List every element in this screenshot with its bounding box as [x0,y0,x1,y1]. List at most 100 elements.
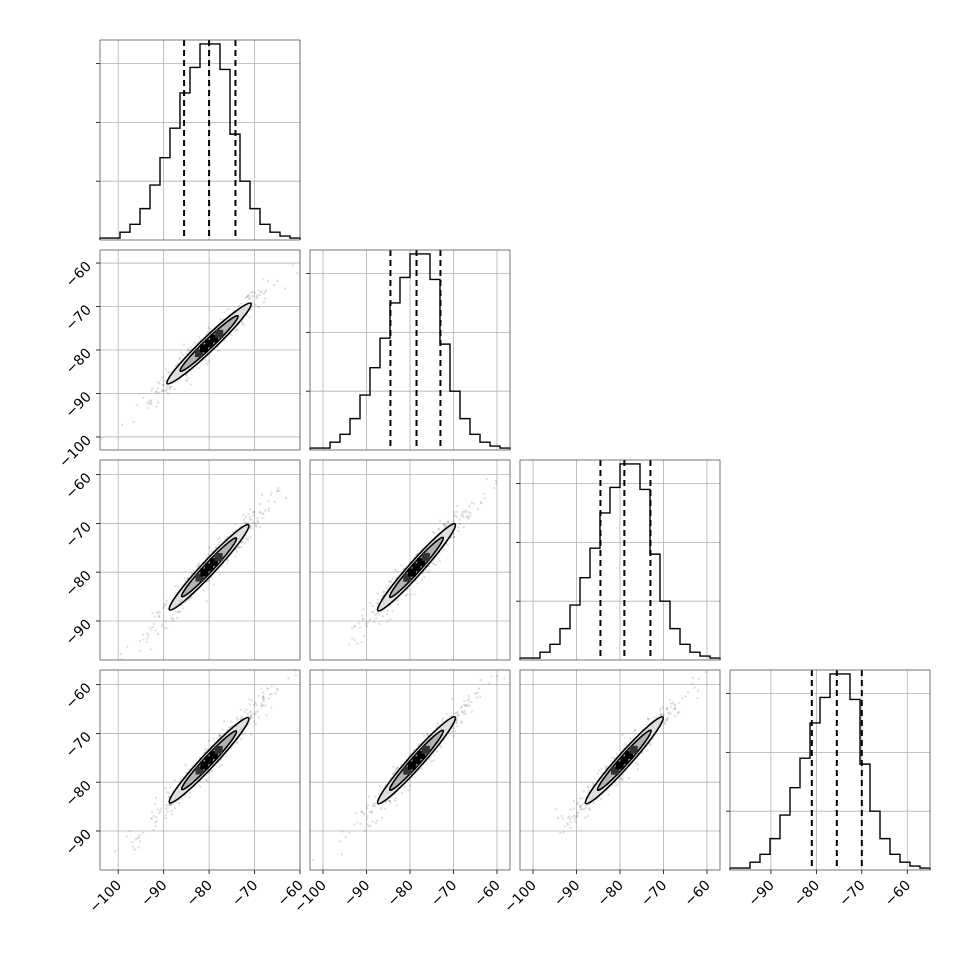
scatter-point [251,527,254,530]
scatter-point [386,620,389,624]
scatter-point [479,679,482,682]
scatter-point [465,704,468,707]
scatter-point [262,696,265,699]
scatter-point [177,585,180,588]
scatter-point [149,400,153,403]
scatter-point [648,717,651,721]
scatter-point [616,784,619,787]
scatter-point [580,803,583,807]
scatter-point [231,530,235,534]
scatter-point [479,695,482,699]
y-tick-label: −70 [63,302,95,334]
scatter-point [186,376,190,380]
density-core [417,558,426,567]
scatter-point [162,602,166,606]
scatter-point [210,769,214,773]
scatter-point [245,537,248,540]
scatter-point [586,814,590,818]
scatter-point [680,697,684,700]
scatter-point [225,755,228,758]
scatter-point [403,785,406,788]
scatter-point [461,511,464,514]
scatter-point [152,814,155,818]
scatter-point [467,694,471,698]
scatter-point [170,813,174,816]
scatter-point [174,584,177,588]
scatter-point [269,693,272,696]
scatter-point [168,388,172,391]
scatter-point [445,713,448,716]
scatter-point [230,720,233,723]
hist-panel-2 [516,459,721,661]
scatter-point [267,697,270,700]
y-tick-label: −90 [63,616,95,648]
scatter-point [247,512,250,516]
scatter-point [234,327,238,330]
scatter-point [407,754,411,757]
scatter-point [438,560,442,563]
scatter-point [165,599,168,603]
scatter-point [357,621,360,625]
scatter-point [158,382,161,385]
scatter-point [396,603,400,606]
x-tick-label: −90 [551,878,583,910]
scatter-point [361,617,364,620]
scatter-point [153,615,157,618]
scatter-point [178,610,181,614]
scatter-point [218,540,221,544]
scatter-point [676,711,680,715]
scatter-point [361,614,364,618]
scatter-point [360,641,363,644]
scatter-point [394,797,397,800]
scatter-point [176,381,180,384]
scatter-point [441,719,444,723]
scatter-point [141,633,145,637]
scatter-point [136,836,140,840]
scatter-point [151,625,154,629]
scatter-point [253,303,257,306]
density-core [215,329,224,338]
scatter-point [218,735,222,738]
scatter-point [270,692,273,696]
scatter-point [248,711,252,714]
scatter-point [396,766,399,770]
scatter-point [376,592,379,595]
scatter-point [612,756,616,760]
scatter-point [274,692,277,695]
scatter-point [154,629,157,632]
scatter-point [206,331,210,334]
histogram-1 [309,253,511,450]
scatter-point [260,704,263,707]
scatter-point [406,593,409,597]
scatter-point [668,698,672,702]
scatter-panel-3-0: −90−80−70−60−100 −90 −80 −70 −60 [63,668,307,916]
scatter-point [400,564,403,567]
scatter-point [236,741,240,744]
scatter-point [218,733,221,737]
scatter-point [379,807,383,810]
scatter-point [373,620,376,623]
scatter-point [225,562,229,565]
scatter-point [370,810,374,813]
scatter-point [202,589,205,592]
scatter-point [469,700,473,704]
scatter-point [426,732,429,735]
scatter-point [187,347,190,350]
scatter-point [250,525,253,528]
scatter-point [261,704,265,707]
scatter-point [450,697,454,701]
scatter-point [466,699,470,702]
scatter-point [207,553,211,557]
scatter-point [455,504,459,508]
scatter-point [248,508,252,511]
scatter-point [446,544,449,547]
axes-frame [309,459,511,661]
scatter-point [165,388,169,391]
scatter-point [256,519,259,523]
scatter-point [235,716,239,719]
scatter-point [459,720,463,723]
scatter-point [462,525,466,529]
scatter-point [391,610,394,613]
scatter-point [375,616,378,620]
scatter-point [672,702,676,706]
